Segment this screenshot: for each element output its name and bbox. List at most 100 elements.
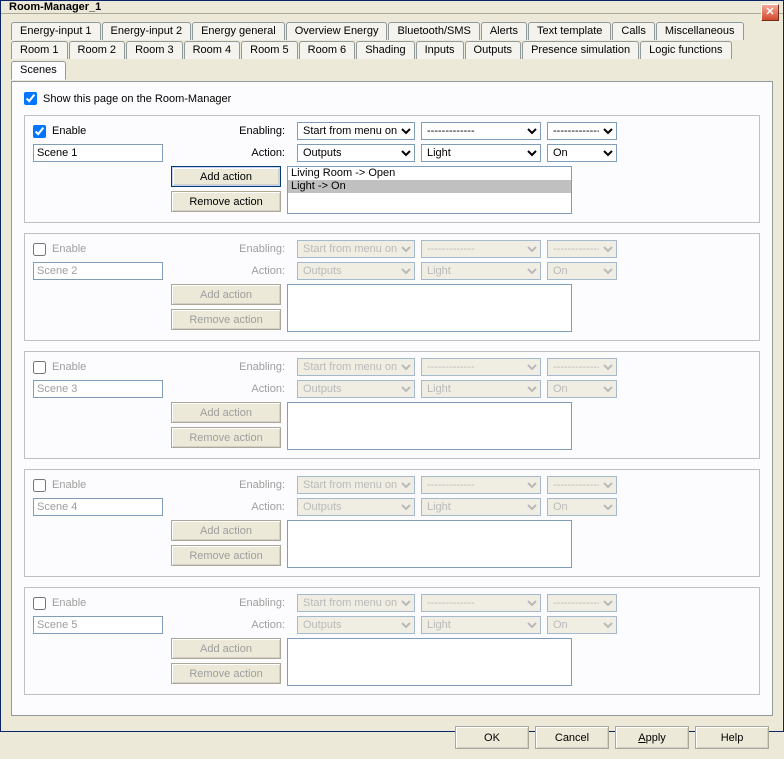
scene-enable-checkbox[interactable]: [33, 361, 46, 374]
scene-name-input[interactable]: [33, 498, 163, 516]
tab-miscellaneous[interactable]: Miscellaneous: [656, 22, 744, 40]
enabling-combo-3[interactable]: -------------: [547, 240, 617, 258]
action-combo-2[interactable]: Light: [421, 498, 541, 516]
tab-shading[interactable]: Shading: [356, 41, 414, 59]
action-combo-2[interactable]: Light: [421, 262, 541, 280]
action-combo-1[interactable]: Outputs: [297, 144, 415, 162]
tab-room-2[interactable]: Room 2: [69, 41, 126, 59]
apply-label-rest: pply: [646, 732, 666, 744]
enabling-combo-2[interactable]: -------------: [421, 594, 541, 612]
tab-room-3[interactable]: Room 3: [126, 41, 183, 59]
remove-action-button[interactable]: Remove action: [171, 427, 281, 448]
scene-2: Enable Enabling: Start from menu on -------…: [24, 233, 760, 341]
action-combo-2[interactable]: Light: [421, 380, 541, 398]
tab-energy-input-1[interactable]: Energy-input 1: [11, 22, 101, 40]
enabling-combo-1[interactable]: Start from menu on: [297, 358, 415, 376]
enabling-label: Enabling:: [171, 597, 291, 609]
enabling-combo-1[interactable]: Start from menu on: [297, 122, 415, 140]
action-combo-1[interactable]: Outputs: [297, 498, 415, 516]
show-on-rm-checkbox[interactable]: [24, 92, 37, 105]
enabling-combo-3[interactable]: -------------: [547, 122, 617, 140]
scene-enable-label: Enable: [52, 243, 86, 255]
action-combo-2[interactable]: Light: [421, 144, 541, 162]
action-combo-2[interactable]: Light: [421, 616, 541, 634]
tab-text-template[interactable]: Text template: [528, 22, 611, 40]
add-action-button[interactable]: Add action: [171, 520, 281, 541]
action-combo-3[interactable]: On: [547, 262, 617, 280]
tab-outputs[interactable]: Outputs: [465, 41, 522, 59]
enabling-label: Enabling:: [171, 243, 291, 255]
close-button[interactable]: ✕: [761, 4, 779, 21]
enabling-combo-1[interactable]: Start from menu on: [297, 240, 415, 258]
tab-room-5[interactable]: Room 5: [241, 41, 298, 59]
action-combo-1[interactable]: Outputs: [297, 616, 415, 634]
enabling-combo-2[interactable]: -------------: [421, 240, 541, 258]
action-listbox[interactable]: Living Room -> OpenLight -> On: [287, 166, 572, 214]
action-listbox[interactable]: [287, 284, 572, 332]
tab-calls[interactable]: Calls: [612, 22, 654, 40]
action-label: Action:: [171, 619, 291, 631]
list-item[interactable]: Light -> On: [288, 180, 571, 193]
enabling-combo-3[interactable]: -------------: [547, 594, 617, 612]
add-action-button[interactable]: Add action: [171, 402, 281, 423]
apply-button[interactable]: Apply: [615, 726, 689, 749]
tab-energy-input-2[interactable]: Energy-input 2: [102, 22, 192, 40]
scene-1: EnableEnabling:Start from menu on-------…: [24, 115, 760, 223]
enabling-combo-2[interactable]: -------------: [421, 122, 541, 140]
enabling-combo-3[interactable]: -------------: [547, 358, 617, 376]
tab-room-6[interactable]: Room 6: [299, 41, 356, 59]
action-label: Action:: [171, 501, 291, 513]
tab-room-1[interactable]: Room 1: [11, 41, 68, 59]
enabling-combo-1[interactable]: Start from menu on: [297, 594, 415, 612]
scene-name-input[interactable]: [33, 616, 163, 634]
action-listbox[interactable]: [287, 402, 572, 450]
tab-inputs[interactable]: Inputs: [416, 41, 464, 59]
action-combo-3[interactable]: On: [547, 144, 617, 162]
scene-name-input[interactable]: [33, 144, 163, 162]
tab-alerts[interactable]: Alerts: [481, 22, 527, 40]
action-listbox[interactable]: [287, 638, 572, 686]
scene-4: EnableEnabling:Start from menu on-------…: [24, 469, 760, 577]
enabling-combo-3[interactable]: -------------: [547, 476, 617, 494]
tab-bluetooth-sms[interactable]: Bluetooth/SMS: [388, 22, 479, 40]
enabling-combo-2[interactable]: -------------: [421, 476, 541, 494]
scene-name-input[interactable]: [33, 380, 163, 398]
scene-enable-checkbox[interactable]: [33, 125, 46, 138]
scene-name-input[interactable]: [33, 262, 163, 280]
dialog-footer: OK Cancel Apply Help: [11, 716, 773, 749]
action-combo-1[interactable]: Outputs: [297, 380, 415, 398]
action-combo-1[interactable]: Outputs: [297, 262, 415, 280]
ok-button[interactable]: OK: [455, 726, 529, 749]
tab-overview-energy[interactable]: Overview Energy: [286, 22, 388, 40]
tabs-row-2: Room 1Room 2Room 3Room 4Room 5Room 6Shad…: [11, 41, 773, 82]
add-action-button[interactable]: Add action: [171, 284, 281, 305]
scene-enable-checkbox[interactable]: [33, 243, 46, 256]
cancel-button[interactable]: Cancel: [535, 726, 609, 749]
tab-energy-general[interactable]: Energy general: [192, 22, 285, 40]
tabs-row-1: Energy-input 1Energy-input 2Energy gener…: [11, 22, 773, 42]
action-combo-3[interactable]: On: [547, 616, 617, 634]
remove-action-button[interactable]: Remove action: [171, 663, 281, 684]
show-on-rm-label[interactable]: Show this page on the Room-Manager: [43, 93, 231, 105]
add-action-button[interactable]: Add action: [171, 166, 281, 187]
action-label: Action:: [171, 383, 291, 395]
tab-room-4[interactable]: Room 4: [184, 41, 241, 59]
enabling-combo-1[interactable]: Start from menu on: [297, 476, 415, 494]
remove-action-button[interactable]: Remove action: [171, 545, 281, 566]
scene-enable-checkbox[interactable]: [33, 597, 46, 610]
action-combo-3[interactable]: On: [547, 380, 617, 398]
scene-enable-checkbox[interactable]: [33, 479, 46, 492]
window-title: Room-Manager_1: [5, 1, 101, 13]
tab-scenes[interactable]: Scenes: [11, 61, 66, 80]
action-listbox[interactable]: [287, 520, 572, 568]
enabling-combo-2[interactable]: -------------: [421, 358, 541, 376]
help-button[interactable]: Help: [695, 726, 769, 749]
tab-presence-simulation[interactable]: Presence simulation: [522, 41, 639, 59]
remove-action-button[interactable]: Remove action: [171, 309, 281, 330]
tab-logic-functions[interactable]: Logic functions: [640, 41, 731, 59]
remove-action-button[interactable]: Remove action: [171, 191, 281, 212]
add-action-button[interactable]: Add action: [171, 638, 281, 659]
enabling-label: Enabling:: [171, 125, 291, 137]
action-combo-3[interactable]: On: [547, 498, 617, 516]
list-item[interactable]: Living Room -> Open: [288, 167, 571, 180]
